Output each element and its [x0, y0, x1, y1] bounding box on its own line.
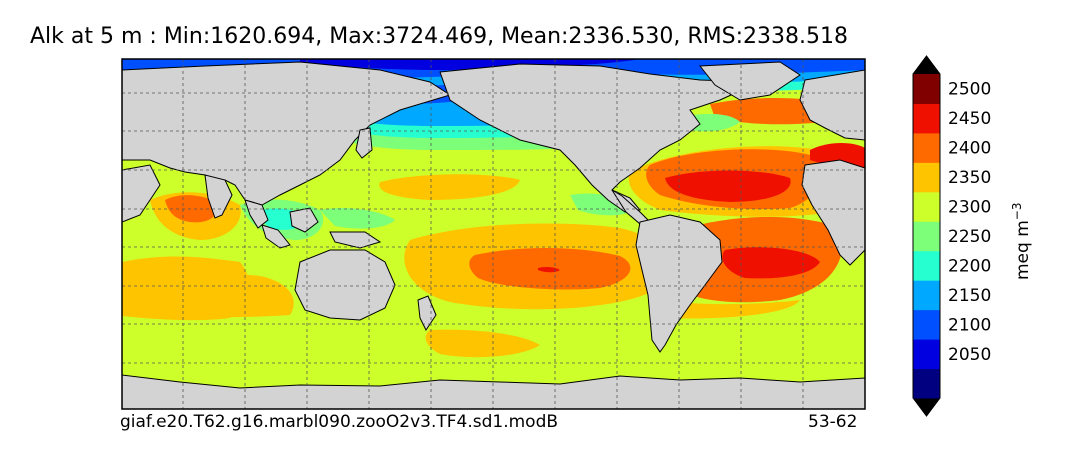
colorbar-swatch: [913, 280, 940, 311]
north-america: [439, 63, 761, 213]
borneo: [289, 207, 319, 233]
colorbar-swatch: [913, 309, 940, 340]
colorbar-extend-low: [913, 398, 940, 416]
japan: [355, 127, 373, 159]
colorbar-tick-label: 2350: [948, 168, 991, 188]
eurasia: [122, 61, 452, 206]
south-atlantic-2450: [722, 247, 820, 279]
south-indian-band-2350: [122, 270, 294, 318]
colorbar-swatch: [913, 221, 940, 252]
chart-title: Alk at 5 m : Min:1620.694, Max:3724.469,…: [30, 24, 849, 49]
colorbar: 2050 2100 2150 2200 2250 2300 2350 2400 2450 2500…: [912, 55, 1033, 417]
colorbar-tick-label: 2250: [948, 227, 991, 247]
south-atlantic-tail-2350: [660, 300, 800, 319]
north-atlantic-2450: [665, 170, 791, 202]
colorbar-swatch: [913, 132, 940, 163]
west-pacific-2250: [320, 208, 395, 229]
colorbar-swatch: [913, 339, 940, 370]
colorbar-swatch: [913, 162, 940, 193]
colorbar-swatch: [913, 191, 940, 222]
south-of-australia-2350: [425, 329, 540, 358]
south-pacific-2450: [538, 266, 560, 273]
india: [204, 174, 233, 219]
colorbar-tick-label: 2300: [948, 198, 991, 218]
land-masses: [122, 61, 865, 409]
colorbar-swatch: [913, 368, 940, 399]
graticule: [122, 59, 865, 409]
east-pacific-2250: [570, 193, 635, 216]
colorbar-swatch: [913, 103, 940, 134]
southeast-asia: [244, 199, 269, 229]
greenland: [699, 61, 801, 101]
map-panel: [122, 59, 865, 409]
year-range-caption: 53-62: [808, 412, 858, 432]
sumatra: [261, 224, 291, 249]
colorbar-frame: [912, 55, 941, 417]
colorbar-swatch: [913, 250, 940, 281]
north-pacific-2350: [379, 174, 520, 200]
colorbar-tick-label: 2050: [948, 345, 991, 365]
map-frame: [121, 58, 866, 410]
europe: [799, 69, 865, 141]
africa-east: [801, 159, 865, 266]
colorbar-unit-label: meq m−3: [1010, 203, 1033, 280]
colorbar-tick-label: 2200: [948, 256, 991, 276]
colorbar-swatch: [913, 74, 940, 104]
australia: [294, 249, 396, 321]
new-guinea: [329, 231, 382, 249]
new-zealand: [417, 295, 437, 331]
arabian-sea-2400: [165, 195, 219, 223]
colorbar-tick-label: 2450: [948, 109, 991, 129]
colorbar-tick-label: 2500: [948, 80, 991, 100]
africa-west: [122, 164, 161, 223]
colorbar-extend-high: [913, 56, 940, 74]
colorbar-tick-label: 2150: [948, 286, 991, 306]
run-name-caption: giaf.e20.T62.g16.marbl090.zooO2v3.TF4.sd…: [120, 412, 559, 432]
colorbar-tick-label: 2400: [948, 139, 991, 159]
colorbar-tick-label: 2100: [948, 315, 991, 335]
